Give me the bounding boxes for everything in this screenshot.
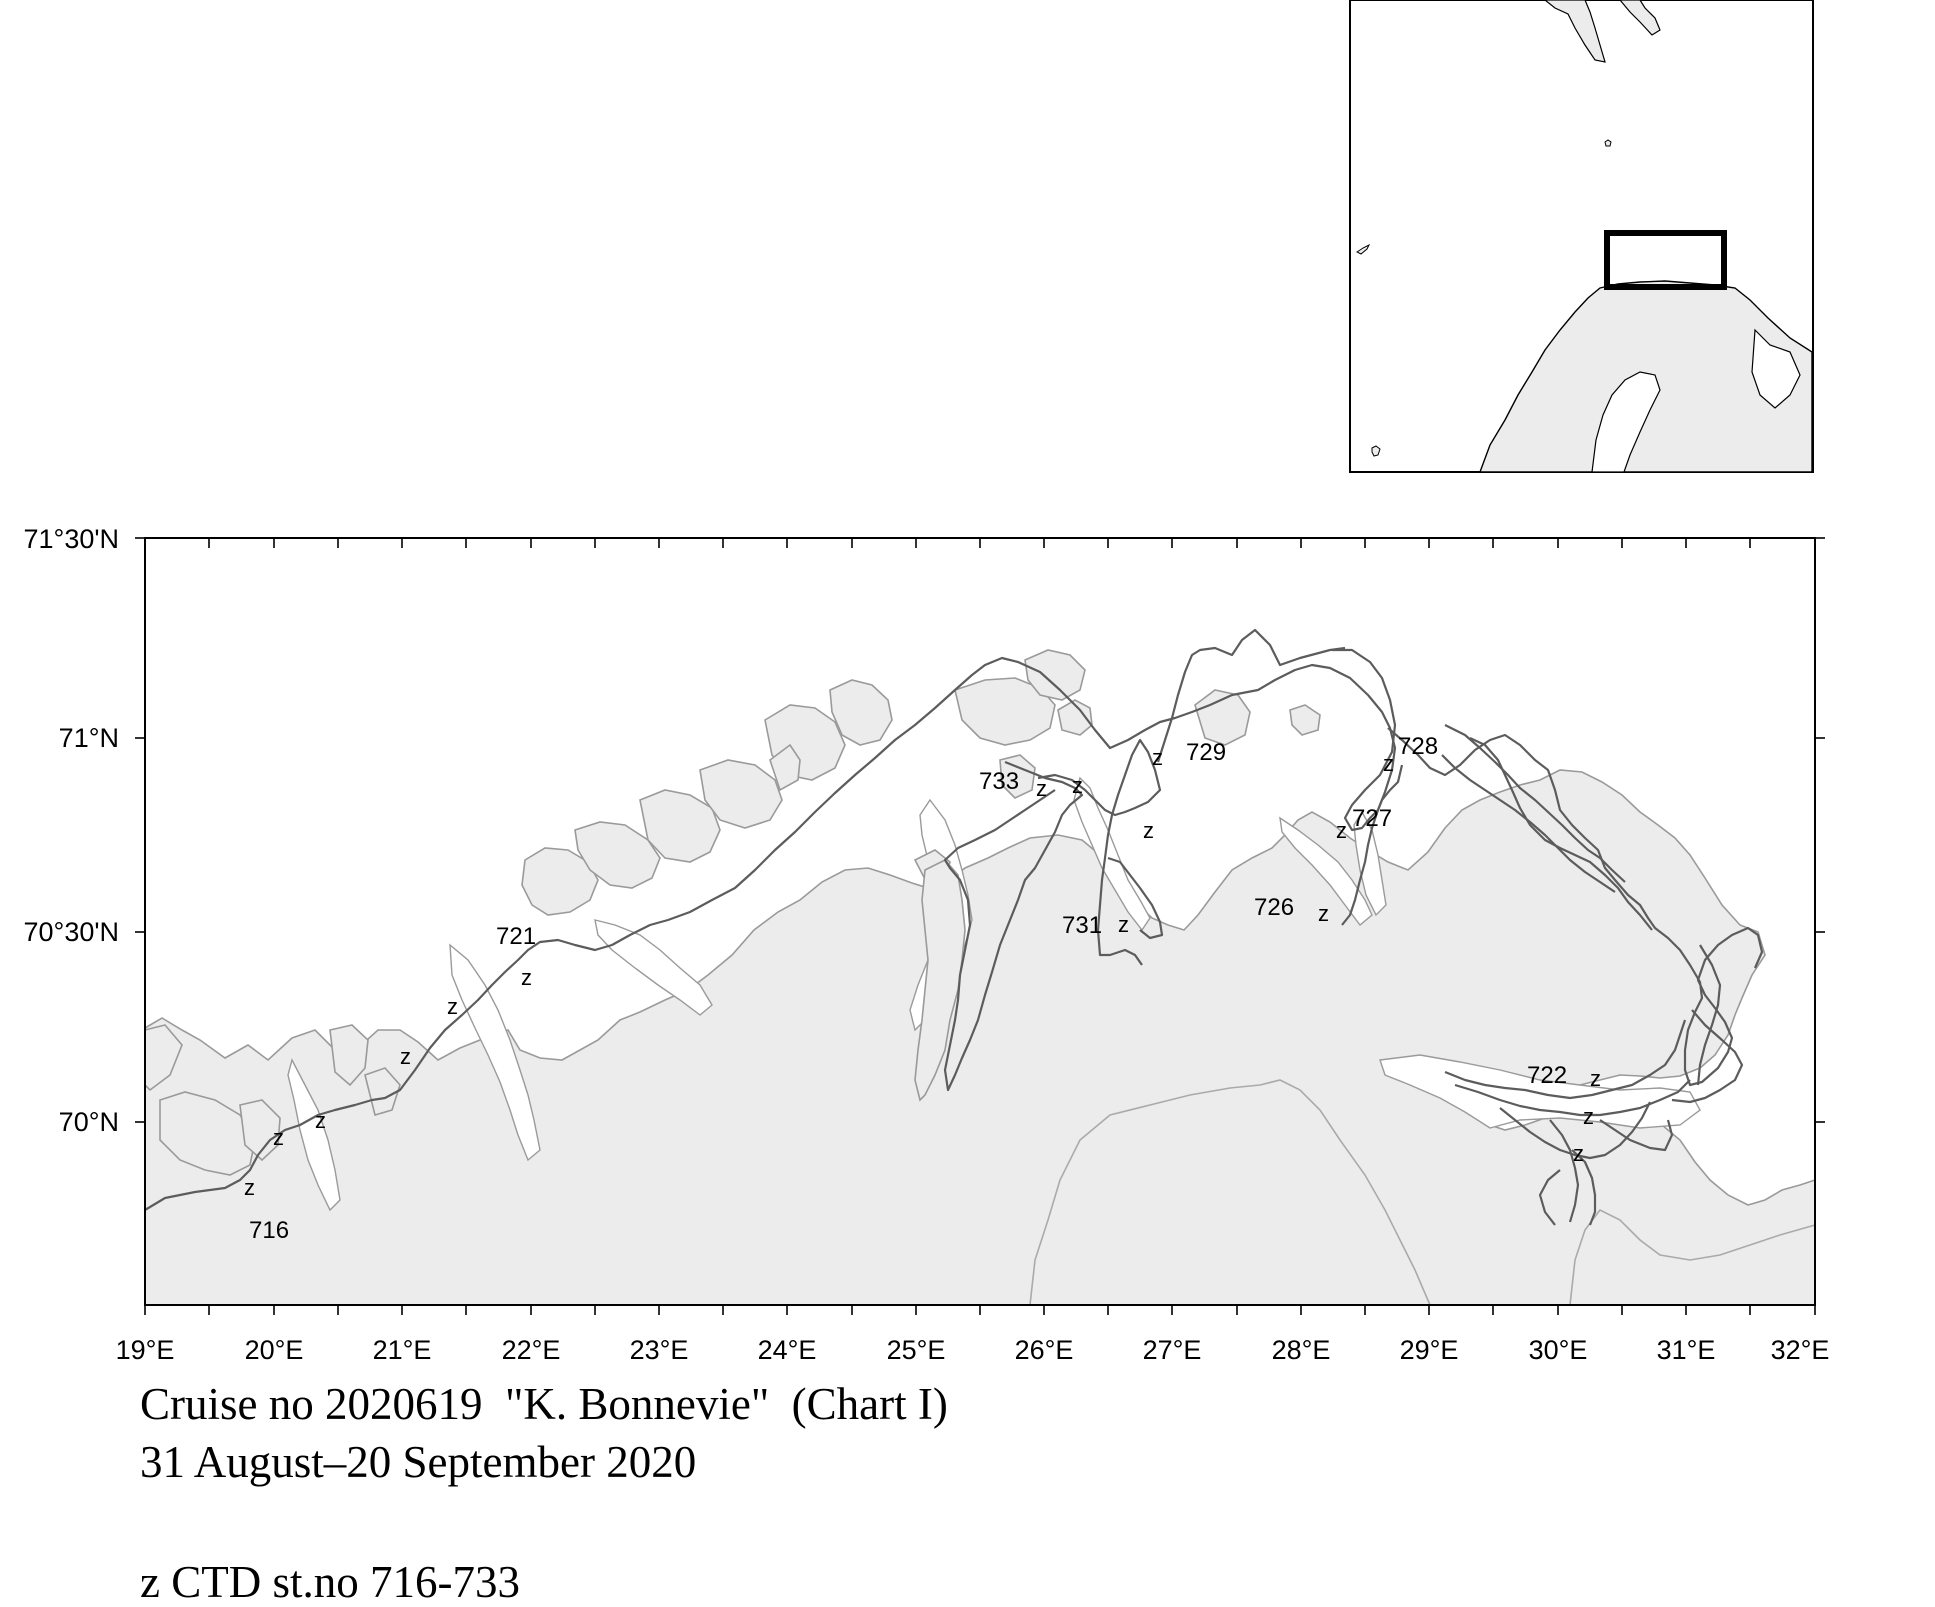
station-label-731: 731 [1062,912,1102,939]
inset-overview-map [1349,0,1814,473]
ctd-marker: z [1573,1141,1584,1166]
fjord-porsangerfjord [1073,776,1151,932]
ctd-marker: z [244,1175,255,1200]
caption-cruise-title: Cruise no 2020619 "K. Bonnevie" (Chart I… [140,1379,948,1429]
ctd-marker: z [1336,818,1347,843]
lon-label-21e: 21°E [373,1335,432,1365]
fjord-lyngen [449,943,541,1162]
ctd-marker: z [447,994,458,1019]
inset-jan-mayen [1356,243,1371,255]
station-label-716: 716 [249,1217,289,1244]
latitude-labels: 71°30'N 71°N 70°30'N 70°N [23,524,119,1137]
lon-label-31e: 31°E [1657,1335,1716,1365]
lon-label-20e: 20°E [245,1335,304,1365]
ctd-marker: z [1383,751,1394,776]
station-label-722: 722 [1527,1062,1567,1089]
fjord-tanafjord [1353,810,1387,917]
fjord-kvaenangen [594,919,713,1016]
station-label-726: 726 [1254,894,1294,921]
ctd-marker: z [273,1125,284,1150]
lon-label-32e: 32°E [1771,1335,1830,1365]
station-label-721: 721 [496,923,536,950]
station-label-727: 727 [1352,805,1392,832]
lon-label-27e: 27°E [1143,1335,1202,1365]
lon-label-28e: 28°E [1272,1335,1331,1365]
inset-gulf-of-bothnia [1591,371,1661,473]
ctd-marker: z [1072,773,1083,798]
ctd-marker: z [1318,901,1329,926]
inset-svalbard-2 [1619,0,1661,36]
lon-label-25e: 25°E [887,1335,946,1365]
axis-ticks [135,537,1825,1315]
lon-label-26e: 26°E [1015,1335,1074,1365]
lat-label-70-30n: 70°30'N [23,917,119,947]
lon-label-23e: 23°E [630,1335,689,1365]
ctd-marker: z [521,965,532,990]
fjord-varangerfjord [1379,1054,1701,1129]
lon-label-22e: 22°E [502,1335,561,1365]
lon-label-29e: 29°E [1400,1335,1459,1365]
ctd-marker: z [1118,912,1129,937]
caption-ctd-legend: z CTD st.no 716-733 [140,1557,520,1607]
ctd-marker: z [1583,1104,1594,1129]
ctd-marker: z [1143,818,1154,843]
national-borders [1029,1079,1816,1306]
ctd-marker: z [315,1108,326,1133]
inset-svalbard-1 [1544,0,1606,63]
inset-study-area-box [1604,230,1727,290]
longitude-labels: 19°E 20°E 21°E 22°E 23°E 24°E 25°E 26°E … [116,1335,1830,1365]
lat-label-70n: 70°N [59,1107,119,1137]
station-label-729: 729 [1186,739,1226,766]
inset-faroe [1371,445,1381,457]
station-label-733: 733 [979,768,1019,795]
inset-bear-island [1604,139,1612,147]
lat-label-71n: 71°N [59,723,119,753]
ctd-marker: z [1152,745,1163,770]
station-number-labels: 716 721 722 726 727 728 729 731 733 [249,733,1567,1244]
ctd-marker: z [400,1044,411,1069]
ctd-marker: z [1036,776,1047,801]
ctd-marker: z [1590,1066,1601,1091]
fjord-balsfjord [287,1058,341,1212]
station-label-728: 728 [1398,733,1438,760]
ctd-station-markers: z z z z z z z z z z z z z z z z z [244,745,1601,1200]
fjord-laksefjord [1279,816,1373,927]
lon-label-19e: 19°E [116,1335,175,1365]
caption-cruise-dates: 31 August–20 September 2020 [140,1437,697,1487]
lon-label-24e: 24°E [758,1335,817,1365]
cruise-track [144,628,1764,1226]
lat-label-71-30n: 71°30'N [23,524,119,554]
main-map: 71°30'N 71°N 70°30'N 70°N 19°E 20°E 21°E… [23,524,1829,1365]
inset-white-sea [1751,328,1801,409]
islands [144,649,1321,1176]
lon-label-30e: 30°E [1529,1335,1588,1365]
